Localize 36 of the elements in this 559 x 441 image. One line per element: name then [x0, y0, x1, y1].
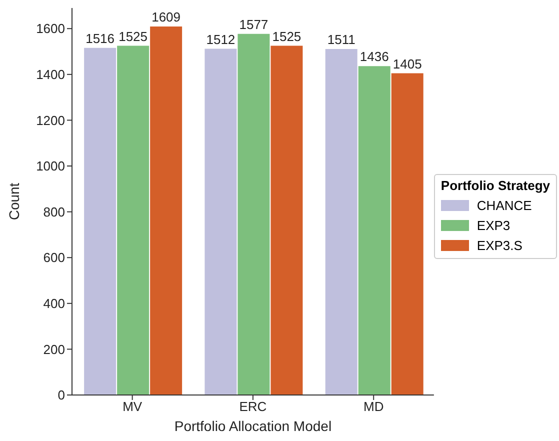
x-axis-title: Portfolio Allocation Model	[174, 418, 332, 434]
bar	[325, 48, 358, 395]
data-label: 1405	[392, 56, 422, 72]
y-tick-label: 600	[43, 250, 65, 266]
y-axis-title: Count	[6, 182, 22, 220]
x-tick-label: MV	[122, 399, 142, 414]
data-label: 1525	[272, 28, 302, 44]
data-label: 1516	[86, 30, 115, 46]
bar	[238, 34, 270, 395]
bar	[150, 26, 182, 395]
data-label: 1511	[327, 32, 356, 47]
y-tick-label: 1000	[36, 158, 65, 174]
x-tick-label: MD	[363, 399, 384, 414]
y-tick-label: 1200	[36, 112, 65, 128]
bar	[358, 66, 390, 395]
y-tick-label: 400	[43, 296, 65, 312]
y-tick-label: 1600	[36, 21, 65, 36]
data-label: 1436	[360, 49, 389, 64]
bar	[117, 46, 150, 395]
x-tick-label: ERC	[239, 399, 267, 414]
y-tick-label: 1400	[36, 67, 65, 82]
data-label: 1525	[118, 28, 148, 44]
data-label: 1512	[206, 32, 236, 47]
y-tick-label: 200	[43, 342, 65, 357]
bar	[84, 48, 116, 395]
bar	[270, 46, 303, 395]
y-tick-label: 0	[58, 388, 65, 403]
bar	[391, 73, 424, 395]
bar	[204, 48, 237, 395]
legend-label: CHANCE	[476, 198, 532, 212]
legend-label: EXP3.S	[476, 238, 522, 252]
legend-label: EXP3	[476, 218, 510, 232]
y-tick-label: 800	[43, 204, 65, 220]
data-label: 1577	[239, 16, 268, 32]
data-label: 1609	[152, 10, 181, 25]
legend-title: Portfolio Strategy	[440, 178, 550, 193]
